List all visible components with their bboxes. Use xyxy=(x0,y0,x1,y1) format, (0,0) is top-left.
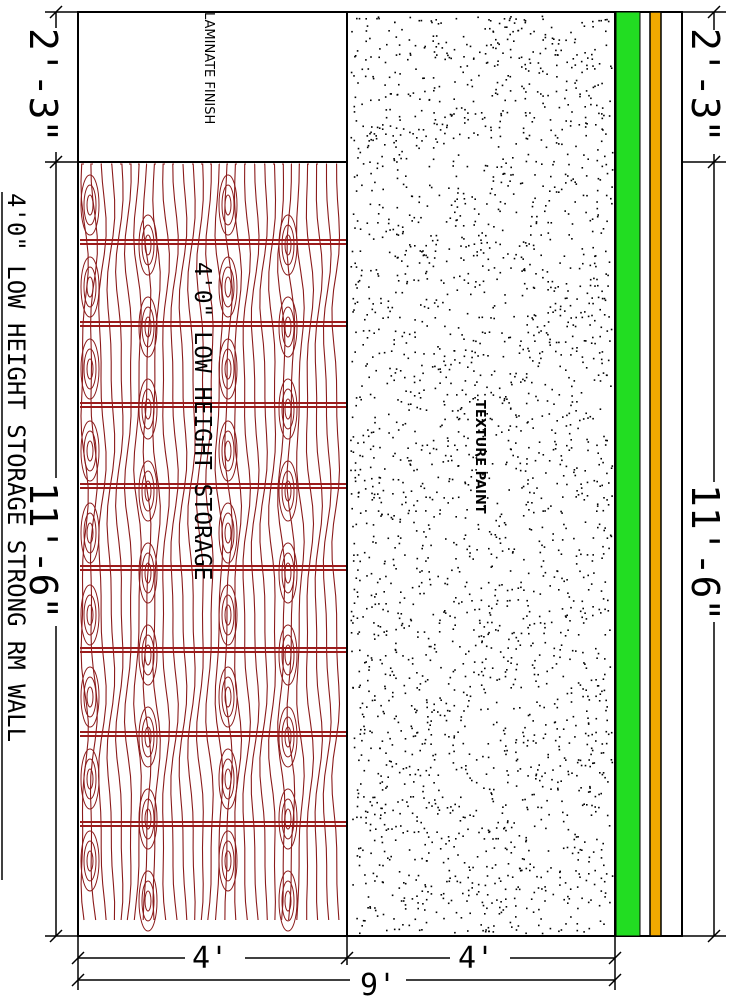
orange-band xyxy=(649,11,662,937)
left-top-dimension: 2'-3" xyxy=(21,28,65,142)
left-dimension xyxy=(45,5,78,943)
bottom-dim-total: 9' xyxy=(360,968,396,999)
left-main-dimension: 11'-6" xyxy=(21,482,65,619)
bottom-dim-1: 4' xyxy=(192,941,228,976)
bottom-dimension xyxy=(71,936,622,990)
texture-paint-panel xyxy=(346,11,616,937)
right-top-dimension: 2'-3" xyxy=(683,28,727,142)
bottom-dim-2: 4' xyxy=(458,941,494,976)
laminate-finish-label: LAMINATE FINISH xyxy=(201,12,216,124)
texture-paint-stipple xyxy=(350,15,614,935)
storage-inner-label: 4'0" LOW HEIGHT STORAGE xyxy=(189,262,215,581)
right-main-dimension: 11'-6" xyxy=(683,484,727,621)
wall-title-label: 4'0" LOW HEIGHT STORAGE STRONG RM WALL xyxy=(2,193,30,742)
wood-grain-hatch xyxy=(80,163,341,932)
storage-shelf-rails xyxy=(80,239,349,827)
right-dimension xyxy=(682,5,726,943)
green-band xyxy=(615,11,641,937)
laminate-panel xyxy=(77,11,348,163)
texture-paint-label: TEXTURE PAINT xyxy=(472,400,487,514)
